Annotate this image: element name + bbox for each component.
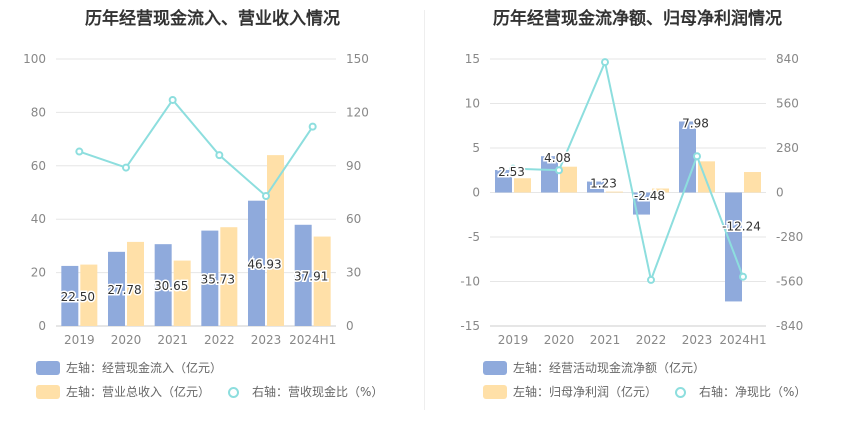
panel-divider [424,10,425,410]
y-tick-label-right: -840 [776,319,803,333]
netcash-profit-chart: -15 -10 -5 0 5 10 15 -840 -560 -280 0 280 560 840 2019… [460,52,803,347]
line-point [509,164,517,173]
bar-secondary [560,166,577,193]
y-tick-label-right: 280 [776,141,799,155]
bar-secondary [606,191,623,193]
bar-secondary [267,155,284,326]
bar-primary [633,192,650,215]
y-tick-label-left: -10 [460,275,480,289]
line-series [512,58,744,284]
bar-secondary [173,260,191,326]
bar-primary [248,200,265,326]
y-tick-label-right: 150 [346,52,369,66]
line-point [262,192,270,201]
line-series [79,98,314,198]
y-tick-label-left: 10 [465,97,480,111]
y-tick-label-left: 15 [465,52,480,66]
bar-secondary [744,172,761,193]
y-tick-label-right: 90 [346,159,361,173]
bar-primary [154,244,172,326]
bar-primary [541,156,558,193]
bar-secondary [127,241,144,326]
bar-primary [495,169,512,193]
bar-data-label: 46.93 [247,257,281,271]
y-tick-label-left: -15 [460,319,480,333]
bar-data-label: -12.24 [722,220,761,234]
x-tick-label: 2019 [498,333,529,347]
bar-secondary [313,236,331,326]
x-tick-label: 2022 [636,333,667,347]
x-tick-label: 2019 [64,333,95,347]
bar-data-label: 27.78 [107,283,141,297]
chart-title: 历年经营现金流净额、归母净利润情况 [493,9,782,29]
y-tick-label-left: 40 [31,212,46,226]
bar-data-label: 37.91 [294,269,328,283]
y-tick-label-right: 60 [346,212,361,226]
y-tick-label-left: 0 [472,186,480,200]
y-tick-label-right: 120 [346,105,369,119]
bar-data-label: 1.23 [590,177,617,191]
bar-primary [61,265,79,326]
line-point [739,272,747,281]
cashflow-revenue-panel: 历年经营现金流入、营业收入情况 0 20 40 60 80 100 0 30 60 90 120 15… [23,9,383,399]
bar-data-label: 30.65 [154,279,188,293]
line-point [122,163,130,172]
x-tick-label: 2022 [204,333,235,347]
x-tick-label: 2021 [590,333,621,347]
bar-secondary [220,227,238,326]
bar-primary [587,181,604,193]
line-point [693,152,701,161]
y-tick-label-left: 5 [472,141,480,155]
bar-primary [201,230,219,326]
y-tick-label-left: 20 [31,266,46,280]
bar-data-label: 4.08 [544,151,571,165]
line-point [308,122,317,131]
bar-primary [725,192,742,302]
bar-data-label: 2.53 [498,165,525,179]
y-tick-label-left: 60 [31,159,46,173]
bar-primary [679,121,696,193]
bar-primary [108,251,125,326]
y-tick-label-right: -560 [776,275,803,289]
cashflow-revenue-chart: 0 20 40 60 80 100 0 30 60 90 120 150 2019 2020 2021 202… [23,52,369,347]
bar-data-label: 7.98 [682,116,709,130]
line-point [647,275,655,284]
y-tick-label-right: 0 [776,186,784,200]
y-tick-label-right: 30 [346,266,361,280]
bar-data-label: 22.50 [61,290,95,304]
line-point [555,166,563,175]
y-tick-label-right: 840 [776,52,799,66]
y-tick-label-left: -5 [468,230,480,244]
line-point [168,95,177,104]
line-point [215,151,224,160]
x-tick-label: 2020 [544,333,575,347]
x-tick-label: 2024H1 [289,333,336,347]
chart-title: 历年经营现金流入、营业收入情况 [85,9,340,29]
bar-data-label: 35.73 [201,272,235,286]
line-point [75,147,84,156]
x-tick-label: 2023 [251,333,282,347]
bar-secondary [652,188,669,193]
bar-secondary [514,178,531,193]
line-point [601,58,609,67]
y-tick-label-left: 80 [31,105,46,119]
bar-primary [294,224,312,326]
bar-secondary [80,264,98,326]
x-tick-label: 2023 [682,333,713,347]
x-tick-label: 2024H1 [719,333,766,347]
y-tick-label-left: 100 [23,52,46,66]
y-tick-label-right: 560 [776,97,799,111]
netcash-profit-panel: 历年经营现金流净额、归母净利润情况 -15 -10 -5 0 5 10 15 -840 -560… [425,0,850,437]
y-tick-label-right: 0 [346,319,354,333]
bar-data-label: -2.48 [634,189,665,203]
x-tick-label: 2021 [157,333,188,347]
y-tick-label-right: -280 [776,230,803,244]
x-tick-label: 2020 [111,333,142,347]
y-tick-label-left: 0 [38,319,46,333]
